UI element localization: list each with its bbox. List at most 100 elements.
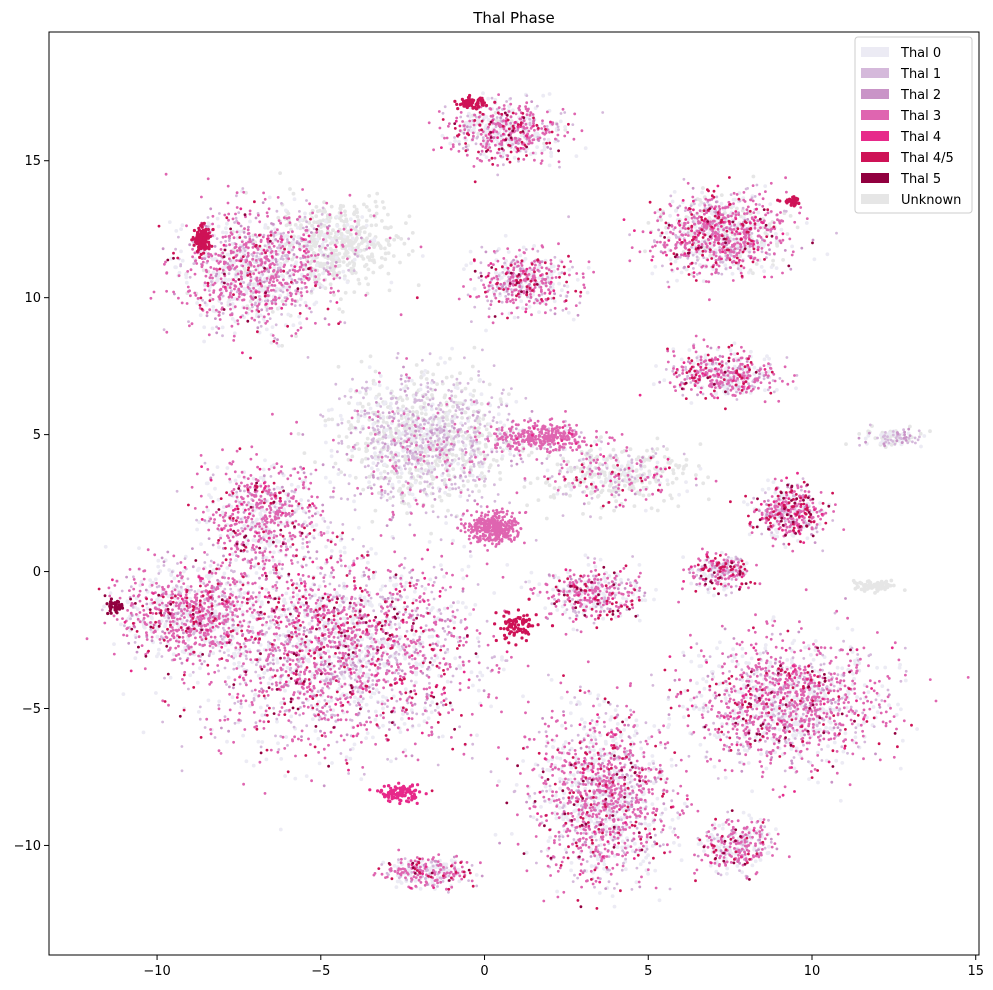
- data-point: [597, 703, 602, 707]
- data-point: [650, 271, 655, 276]
- data-point: [507, 392, 511, 396]
- data-point: [356, 222, 361, 227]
- data-point: [385, 386, 390, 390]
- data-point: [182, 569, 186, 574]
- data-point: [381, 706, 385, 711]
- data-point: [373, 243, 377, 248]
- data-point: [324, 440, 328, 445]
- data-point: [228, 532, 233, 537]
- data-point: [368, 386, 373, 391]
- data-point: [602, 576, 607, 580]
- data-point: [279, 757, 284, 761]
- data-point: [447, 473, 451, 478]
- data-point: [352, 742, 357, 747]
- data-point: [475, 636, 480, 640]
- data-point: [352, 210, 357, 215]
- data-point: [371, 461, 376, 465]
- data-point: [386, 226, 390, 231]
- data-point: [875, 665, 879, 670]
- data-point: [558, 786, 562, 791]
- data-point: [689, 659, 694, 664]
- data-point: [469, 670, 474, 675]
- data-point: [783, 545, 788, 550]
- chart-title: Thal Phase: [472, 9, 555, 27]
- data-point: [394, 234, 399, 238]
- data-point: [569, 868, 573, 873]
- data-point: [382, 662, 386, 666]
- data-point: [402, 722, 407, 726]
- data-point: [600, 488, 605, 493]
- data-point: [353, 475, 358, 480]
- data-point: [575, 277, 580, 282]
- data-point: [682, 801, 687, 806]
- data-point: [373, 717, 378, 722]
- data-point: [615, 467, 620, 471]
- data-point: [723, 696, 728, 701]
- data-point: [461, 483, 466, 488]
- data-point: [552, 299, 557, 304]
- data-point: [418, 481, 423, 485]
- data-point: [735, 206, 739, 211]
- data-point: [285, 665, 290, 670]
- data-point: [318, 208, 322, 213]
- data-point: [614, 499, 618, 504]
- data-point: [201, 268, 206, 273]
- data-point: [701, 677, 705, 681]
- data-point: [338, 549, 343, 554]
- data-point: [443, 490, 447, 495]
- data-point: [276, 637, 281, 641]
- data-point: [378, 471, 383, 476]
- data-point: [323, 620, 327, 625]
- data-point: [609, 489, 614, 494]
- data-point: [381, 420, 386, 424]
- data-point: [398, 431, 402, 436]
- data-point: [465, 459, 469, 464]
- data-point: [700, 190, 704, 195]
- data-point: [446, 508, 450, 513]
- data-point: [508, 452, 513, 456]
- data-point: [368, 406, 373, 411]
- data-point: [364, 449, 369, 454]
- data-point: [813, 639, 818, 643]
- data-point: [725, 871, 729, 876]
- data-point: [717, 823, 722, 828]
- data-point: [647, 828, 652, 832]
- data-point: [672, 190, 677, 194]
- data-point: [571, 317, 576, 322]
- data-point: [359, 777, 364, 782]
- data-point: [903, 678, 908, 683]
- data-point: [655, 447, 660, 451]
- data-point: [885, 585, 890, 590]
- data-point: [456, 600, 460, 605]
- data-point: [442, 457, 446, 461]
- data-point: [340, 310, 345, 314]
- data-point: [323, 286, 328, 291]
- data-point: [464, 263, 469, 268]
- data-point: [142, 625, 147, 630]
- data-point: [221, 230, 225, 235]
- data-point: [436, 463, 440, 468]
- data-point: [505, 563, 510, 567]
- data-point: [399, 471, 404, 475]
- data-point: [335, 232, 340, 237]
- data-point: [774, 528, 778, 532]
- data-point: [346, 445, 351, 449]
- data-point: [521, 306, 525, 311]
- data-point: [824, 725, 828, 730]
- data-point: [790, 244, 794, 249]
- data-point: [423, 586, 428, 591]
- data-point: [206, 698, 211, 703]
- data-point: [897, 665, 902, 670]
- data-point: [583, 553, 588, 558]
- data-point: [336, 364, 341, 369]
- data-point: [368, 214, 373, 218]
- data-point: [468, 465, 473, 470]
- data-point: [586, 265, 591, 270]
- data-point: [388, 476, 392, 481]
- data-point: [195, 527, 200, 532]
- data-point: [840, 666, 845, 671]
- data-point: [781, 258, 785, 262]
- data-point: [315, 237, 320, 242]
- data-point: [603, 739, 608, 744]
